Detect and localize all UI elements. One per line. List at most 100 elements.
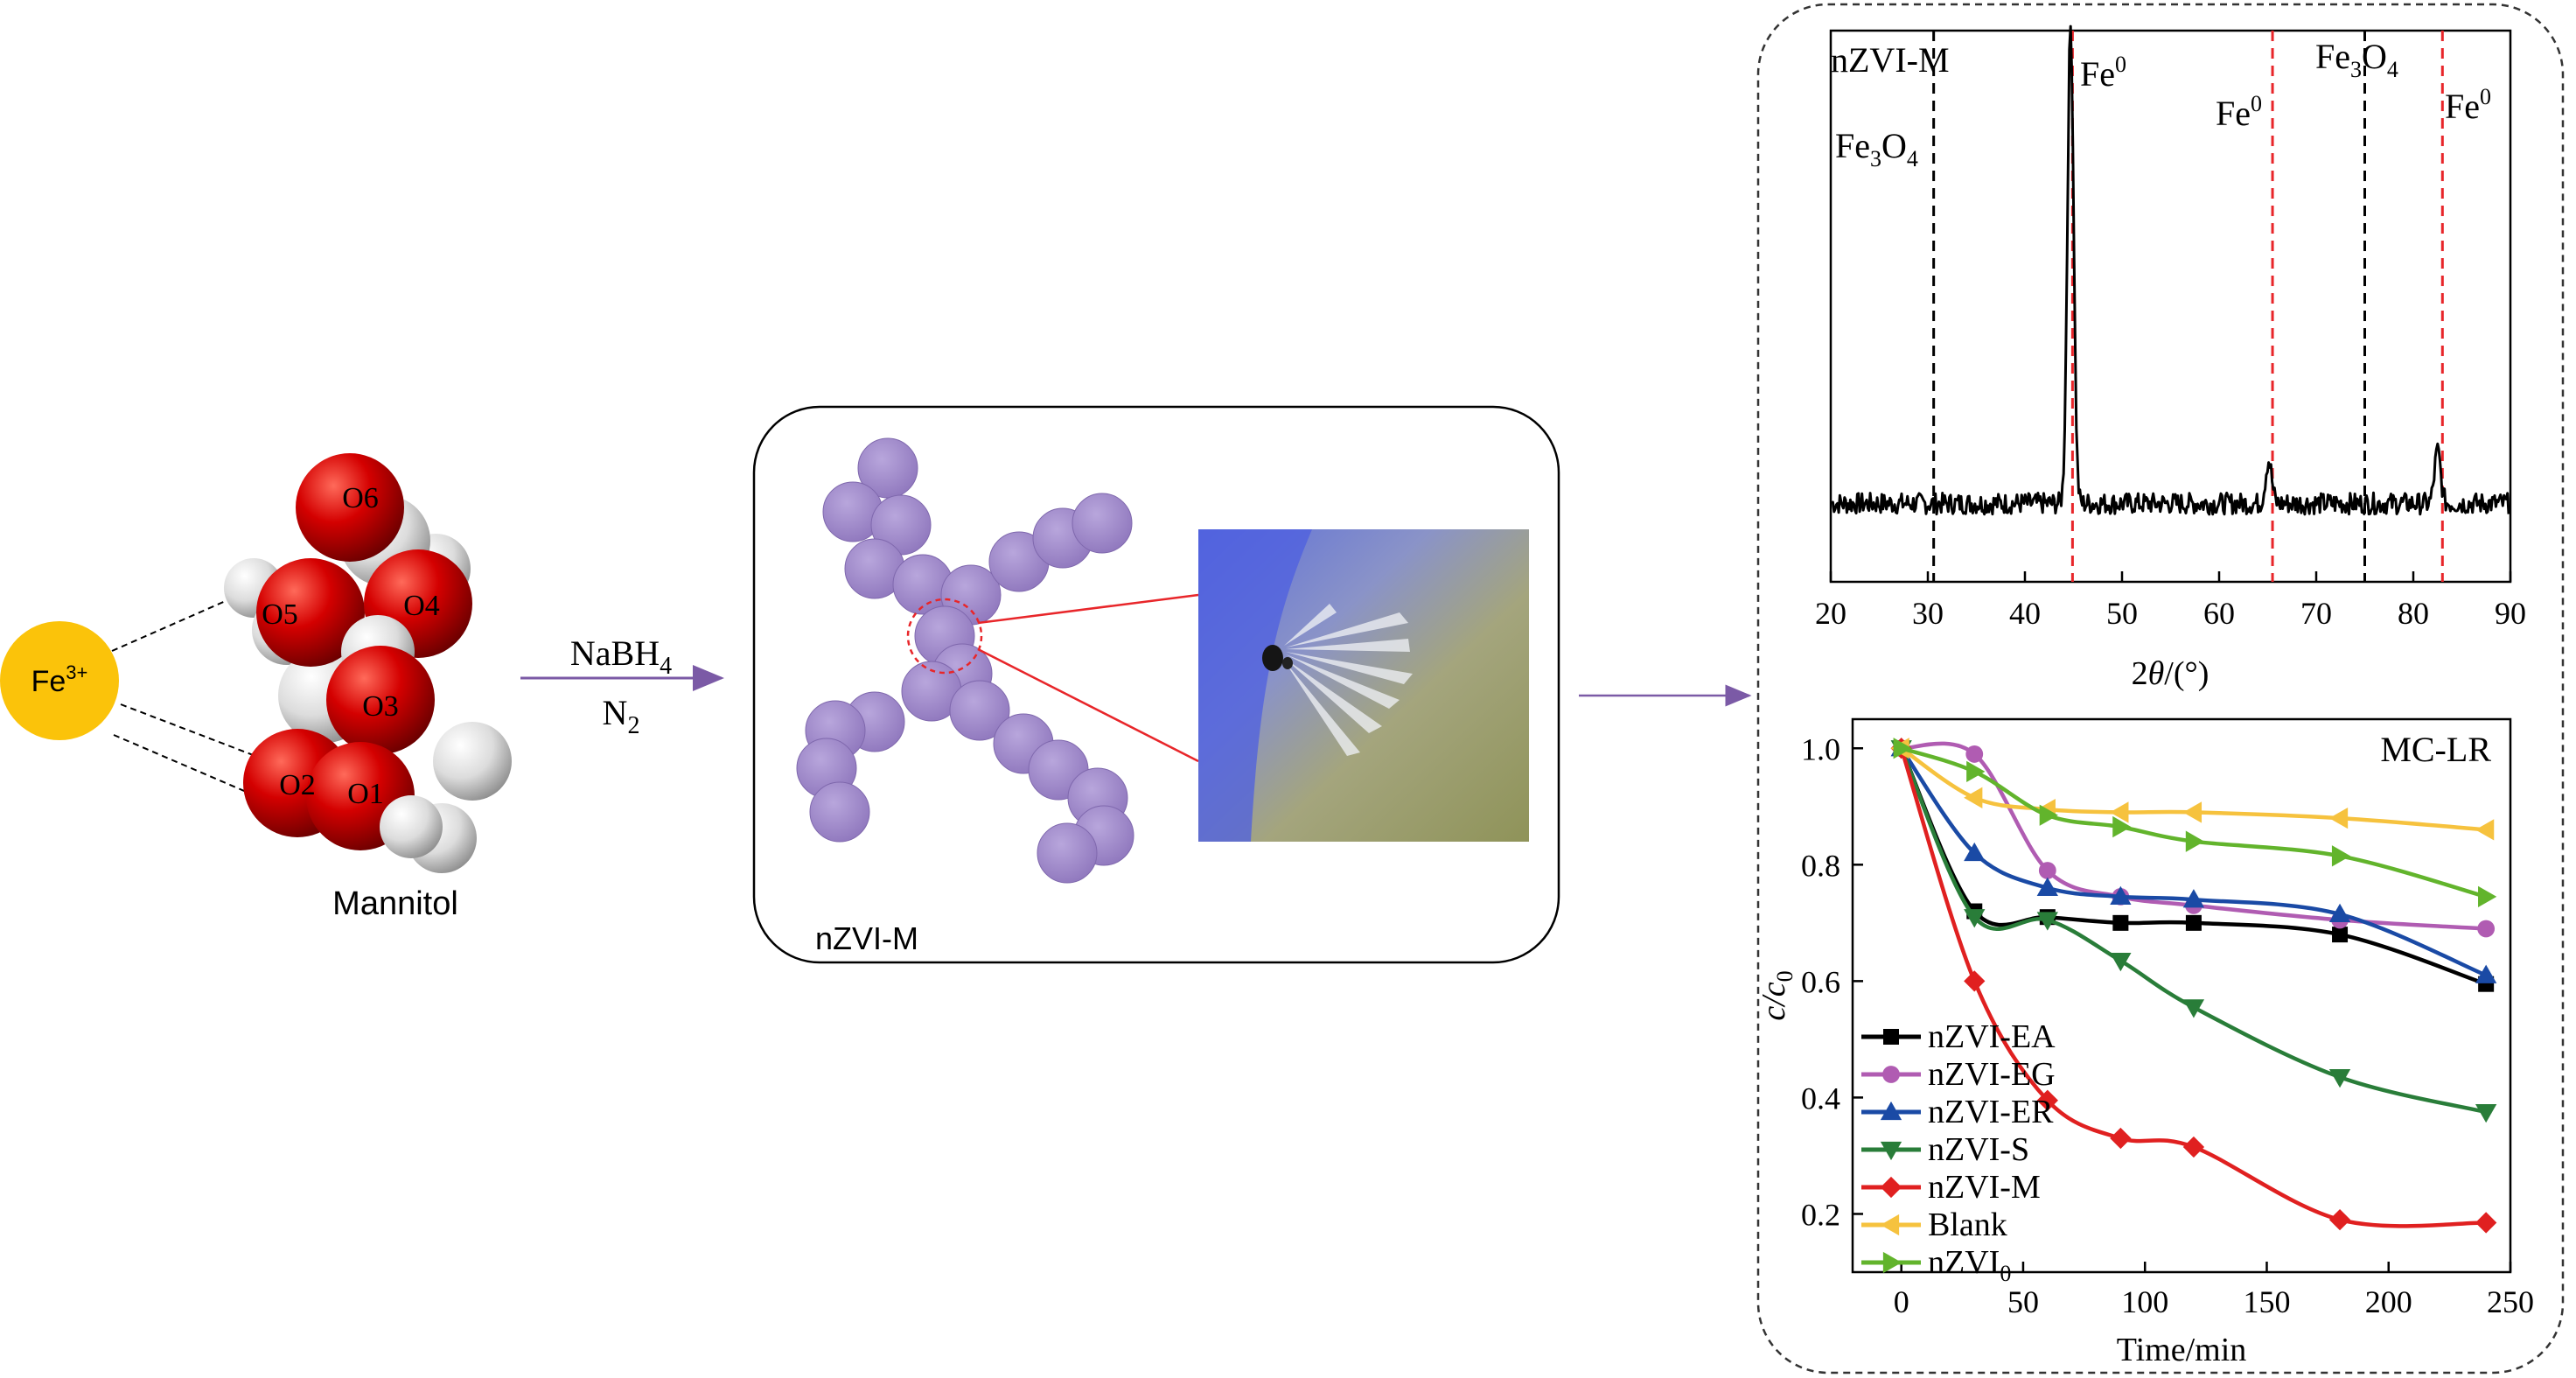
xrd-phase-label: Fe3O4 bbox=[2315, 37, 2398, 82]
o2-label: O2 bbox=[279, 769, 316, 801]
removal-y-axis-label: c/c0 bbox=[1756, 970, 1798, 1020]
data-point bbox=[1964, 842, 1986, 862]
nzvi-particle bbox=[809, 781, 870, 843]
data-point bbox=[1882, 1251, 1902, 1274]
oxygen-o6 bbox=[296, 453, 404, 562]
data-point bbox=[1964, 787, 1983, 808]
svg-text:Fe3+: Fe3+ bbox=[31, 661, 88, 698]
xrd-trace bbox=[1830, 24, 2510, 516]
legend-label: nZVI-S bbox=[1928, 1131, 2029, 1168]
atmosphere-label: N bbox=[603, 693, 628, 732]
removal-x-tick-label: 150 bbox=[2243, 1284, 2290, 1319]
data-point bbox=[2036, 1089, 2058, 1111]
legend-entry: nZVI0 bbox=[1861, 1244, 2011, 1286]
data-point bbox=[2475, 819, 2495, 841]
xrd-tick-label: 20 bbox=[1815, 596, 1846, 631]
svg-text:N2: N2 bbox=[603, 693, 640, 739]
data-point bbox=[2036, 912, 2058, 931]
data-point bbox=[2112, 815, 2132, 838]
data-point bbox=[2110, 952, 2132, 972]
product-panel: nZVI-M bbox=[752, 405, 1560, 964]
bond-o5 bbox=[111, 590, 250, 652]
nzvi-particle-chain bbox=[796, 437, 1134, 884]
xrd-plot-frame bbox=[1829, 29, 2512, 584]
removal-y-tick-label: 0.4 bbox=[1801, 1081, 1840, 1116]
data-point bbox=[1883, 1029, 1899, 1045]
data-point bbox=[2328, 807, 2349, 829]
data-point bbox=[2110, 885, 2132, 906]
zoom-line-top bbox=[977, 593, 1199, 625]
legend-entry: nZVI-M bbox=[1861, 1169, 2041, 1206]
nzvi-particle bbox=[1072, 493, 1133, 554]
data-point bbox=[2182, 1136, 2205, 1158]
fe-ion-charge: 3+ bbox=[66, 661, 87, 683]
xrd-phase-label: Fe0 bbox=[2080, 52, 2126, 94]
xrd-tick-label: 60 bbox=[2203, 596, 2235, 631]
data-point bbox=[2331, 845, 2351, 867]
hydrogen-atom bbox=[380, 795, 443, 858]
removal-y-tick-label: 0.2 bbox=[1801, 1197, 1840, 1232]
zoom-line-bottom bbox=[977, 647, 1199, 763]
removal-y-tick-label: 1.0 bbox=[1801, 731, 1840, 766]
legend-label: nZVI-EA bbox=[1928, 1018, 2056, 1055]
data-point bbox=[1880, 1101, 1902, 1121]
data-point bbox=[2182, 801, 2203, 823]
oxygen-o3 bbox=[326, 646, 435, 754]
particle-aggregate bbox=[1262, 645, 1283, 671]
reagent-subscript: 4 bbox=[660, 653, 672, 680]
legend-label: nZVI-EG bbox=[1928, 1056, 2056, 1093]
product-label: nZVI-M bbox=[815, 920, 918, 956]
data-point bbox=[1880, 1141, 1902, 1161]
xrd-tick-label: 30 bbox=[1912, 596, 1944, 631]
nzvi-particle bbox=[949, 680, 1010, 741]
o1-label: O1 bbox=[347, 778, 384, 810]
xrd-tick-label: 90 bbox=[2495, 596, 2526, 631]
mannitol-molecule: O6 O5 O4 O3 O2 O1 Mannitol bbox=[224, 453, 512, 922]
o3-label: O3 bbox=[362, 690, 399, 723]
data-point bbox=[2110, 1127, 2132, 1150]
data-point bbox=[2038, 862, 2056, 879]
xrd-tick-label: 50 bbox=[2106, 596, 2138, 631]
data-point bbox=[2475, 1103, 2497, 1123]
legend-entry: nZVI-EA bbox=[1861, 1018, 2056, 1055]
xrd-phase-label: Fe0 bbox=[2216, 91, 2262, 133]
data-point bbox=[2475, 1212, 2497, 1234]
data-point bbox=[2328, 1208, 2351, 1231]
data-point bbox=[2112, 914, 2129, 931]
data-point bbox=[1880, 1214, 1900, 1236]
results-frame bbox=[1756, 3, 2565, 1375]
legend-label: nZVI-ER bbox=[1928, 1094, 2054, 1130]
xrd-x-axis-label: 2θ/(°) bbox=[2132, 655, 2209, 692]
data-point bbox=[2477, 920, 2496, 938]
bond-o1 bbox=[113, 734, 355, 839]
hydrogen-atom bbox=[433, 722, 512, 801]
particle-aggregate bbox=[1282, 657, 1293, 669]
atmosphere-subscript: 2 bbox=[627, 712, 639, 739]
series-nzvi-m bbox=[1890, 738, 2497, 1234]
legend-label: Blank bbox=[1928, 1207, 2007, 1243]
removal-legend: nZVI-EAnZVI-EGnZVI-ERnZVI-SnZVI-MBlanknZ… bbox=[1861, 1018, 2056, 1286]
fe-ion-sphere bbox=[0, 621, 119, 740]
mannitol-label: Mannitol bbox=[332, 885, 458, 922]
o4-label: O4 bbox=[403, 590, 440, 622]
removal-chart-title: MC-LR bbox=[2380, 730, 2491, 769]
nzvi-particle bbox=[1037, 822, 1098, 884]
data-point bbox=[2478, 885, 2497, 908]
crystal-fan bbox=[1284, 604, 1413, 756]
removal-x-tick-label: 100 bbox=[2121, 1284, 2168, 1319]
series-line bbox=[1899, 746, 2487, 977]
reaction-arrow: NaBH4 N2 bbox=[520, 633, 724, 739]
micrograph bbox=[1198, 529, 1529, 842]
xrd-tick-label: 40 bbox=[2009, 596, 2041, 631]
zoom-circle bbox=[906, 598, 983, 675]
xrd-sample-label: nZVI-M bbox=[1831, 40, 1950, 80]
data-point bbox=[1893, 738, 1912, 759]
o6-label: O6 bbox=[342, 482, 379, 514]
xrd-tick-label: 80 bbox=[2398, 596, 2429, 631]
data-point bbox=[2332, 927, 2349, 943]
micrograph-edge bbox=[1198, 529, 1312, 842]
data-point bbox=[2182, 999, 2205, 1018]
series-nzvi0 bbox=[1893, 738, 2497, 908]
